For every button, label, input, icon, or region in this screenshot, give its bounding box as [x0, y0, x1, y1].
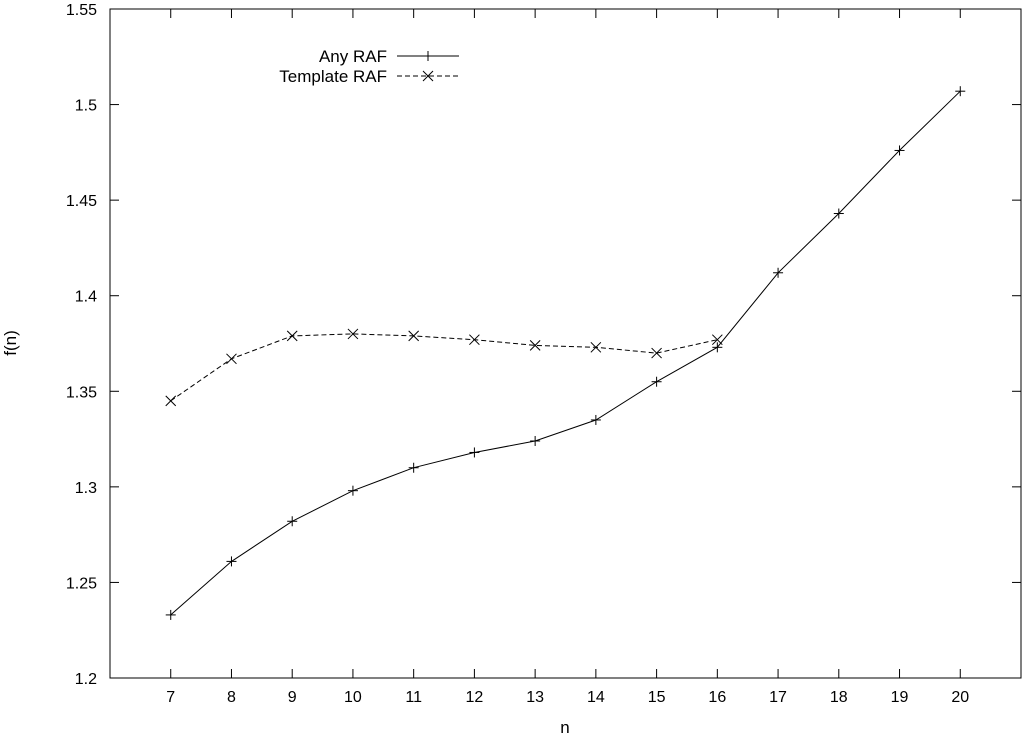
y-tick-label: 1.45: [66, 193, 97, 210]
data-point-template-raf: [711, 334, 723, 346]
x-tick-label: 18: [830, 689, 848, 706]
axis-tick-labels: 7 8 9 10 11 12 13 14 15 16 17 18 19 20 1.2 1.25 1.3 1.35 1…: [66, 2, 969, 706]
data-point-any-raf: [773, 267, 784, 278]
y-tick-label: 1.55: [66, 2, 97, 19]
data-point-any-raf: [287, 516, 298, 527]
data-point-any-raf: [590, 414, 601, 425]
data-point-template-raf: [165, 395, 177, 407]
series-line-any-raf: [170, 90, 961, 616]
y-tick-label: 1.3: [75, 480, 97, 497]
x-tick-label: 8: [227, 689, 236, 706]
series-lines: [170, 90, 961, 616]
data-point-any-raf: [712, 342, 723, 353]
x-tick-label: 19: [891, 689, 909, 706]
y-axis-title: f(n): [1, 330, 20, 356]
plot-frame: [109, 8, 1022, 679]
data-point-template-raf: [286, 330, 298, 342]
legend-marker-template-raf: [422, 70, 434, 82]
x-tick-label: 9: [288, 689, 297, 706]
legend-marker-any-raf: [423, 51, 433, 61]
data-point-any-raf: [530, 435, 541, 446]
y-tick-label: 1.5: [75, 98, 97, 115]
marker-stroke: [347, 328, 359, 340]
x-tick-label: 16: [708, 689, 726, 706]
data-point-any-raf: [408, 462, 419, 473]
series-line-template-raf: [170, 333, 718, 402]
y-tick-label: 1.4: [75, 289, 97, 306]
marker-stroke: [286, 330, 298, 342]
data-point-any-raf: [833, 208, 844, 219]
data-point-template-raf: [226, 353, 237, 365]
x-tick-label: 20: [951, 689, 969, 706]
data-point-template-raf: [347, 328, 359, 340]
data-point-any-raf: [469, 447, 480, 458]
x-tick-label: 14: [587, 689, 605, 706]
data-point-template-raf: [469, 334, 480, 346]
x-tick-label: 15: [648, 689, 666, 706]
marker-stroke: [226, 353, 237, 365]
data-point-any-raf: [347, 485, 358, 496]
y-tick-label: 1.2: [75, 671, 97, 688]
x-tick-label: 11: [405, 689, 422, 706]
marker-stroke: [651, 347, 662, 359]
data-point-any-raf: [955, 86, 966, 97]
x-tick-label: 10: [344, 689, 362, 706]
marker-stroke: [469, 334, 480, 346]
marker-stroke: [590, 341, 602, 353]
x-tick-label: 12: [466, 689, 484, 706]
data-point-template-raf: [651, 347, 662, 359]
y-tick-label: 1.35: [66, 384, 97, 401]
marker-stroke: [408, 330, 420, 342]
legend-label-any-raf: Any RAF: [319, 47, 387, 66]
data-point-template-raf: [529, 340, 541, 351]
data-point-template-raf: [590, 341, 602, 353]
axis-ticks: [110, 8, 1021, 679]
data-point-any-raf: [651, 376, 662, 387]
marker-stroke: [422, 70, 434, 82]
data-point-any-raf: [165, 609, 176, 620]
legend-label-template-raf: Template RAF: [279, 67, 387, 86]
marker-stroke: [165, 395, 177, 407]
marker-stroke: [711, 334, 723, 346]
data-point-any-raf: [894, 145, 905, 156]
series-markers: [165, 86, 966, 620]
data-point-any-raf: [226, 556, 237, 567]
x-tick-label: 13: [526, 689, 544, 706]
y-tick-label: 1.25: [66, 575, 97, 592]
x-tick-label: 17: [769, 689, 787, 706]
x-axis-title: n: [560, 718, 569, 737]
data-point-template-raf: [408, 330, 420, 342]
x-tick-label: 7: [166, 689, 175, 706]
marker-stroke: [529, 340, 541, 351]
